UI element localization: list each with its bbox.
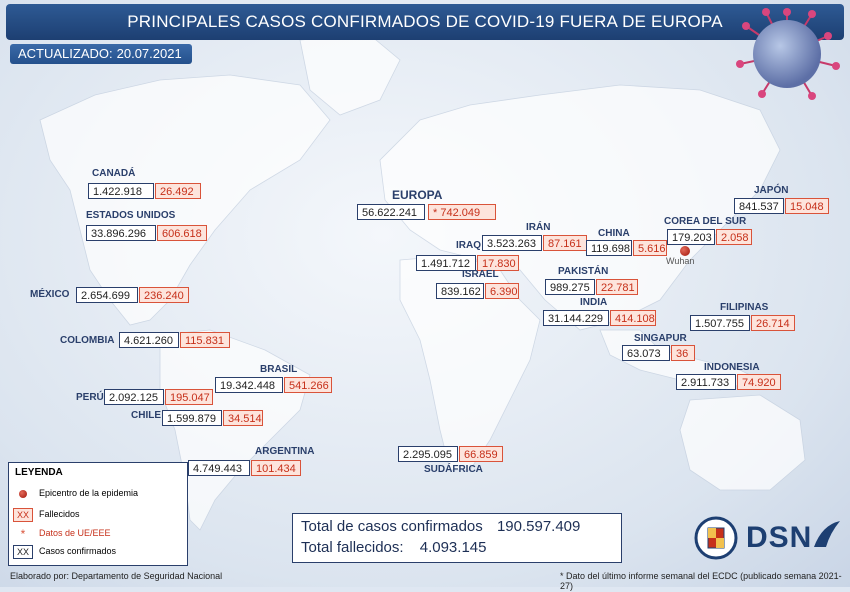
- label-singapur: SINGAPUR: [634, 333, 687, 344]
- north-america: [39, 74, 331, 326]
- label-canada: CANADÁ: [92, 168, 136, 179]
- legend-label-deaths: Fallecidos: [39, 509, 80, 519]
- filipinas-confirmed: 1.507.755: [690, 315, 750, 331]
- chile-deaths: 34.514: [223, 410, 263, 426]
- label-chile: CHILE: [131, 410, 161, 421]
- india-confirmed: 31.144.229: [543, 310, 609, 326]
- israel-deaths: 6.390: [485, 283, 519, 299]
- corea-deaths: 2.058: [716, 229, 752, 245]
- iraq-deaths: 17.830: [477, 255, 519, 271]
- label-corea: COREA DEL SUR: [664, 216, 747, 227]
- pakistan-confirmed: 989.275: [545, 279, 595, 295]
- coat-of-arms-icon: [694, 516, 738, 560]
- label-india: INDIA: [580, 297, 608, 308]
- argentina-confirmed: 4.749.443: [188, 460, 250, 476]
- israel-confirmed: 839.162: [436, 283, 484, 299]
- updated-date: 20.07.2021: [116, 46, 182, 61]
- india-deaths: 414.108: [610, 310, 656, 326]
- chile-confirmed: 1.599.879: [162, 410, 222, 426]
- colombia-deaths: 115.831: [180, 332, 230, 348]
- label-colombia: COLOMBIA: [60, 335, 115, 346]
- confirmed-box-icon: XX: [13, 545, 33, 559]
- updated-badge: ACTUALIZADO: 20.07.2021: [10, 44, 192, 64]
- asterisk-icon: *: [20, 527, 26, 541]
- label-iraq: IRAQ: [456, 240, 481, 251]
- label-usa: ESTADOS UNIDOS: [86, 210, 176, 221]
- total-confirmed-label: Total de casos confirmados: [301, 518, 483, 535]
- usa-deaths: 606.618: [157, 225, 207, 241]
- argentina-deaths: 101.434: [251, 460, 301, 476]
- canada-deaths: 26.492: [155, 183, 201, 199]
- sudafrica-confirmed: 2.295.095: [398, 446, 458, 462]
- label-filipinas: FILIPINAS: [720, 302, 769, 313]
- wuhan-label: Wuhan: [666, 256, 695, 266]
- china-confirmed: 119.698: [586, 240, 632, 256]
- mexico-deaths: 236.240: [139, 287, 189, 303]
- singapur-deaths: 36: [671, 345, 695, 361]
- footer-credit: Elaborado por: Departamento de Seguridad…: [10, 571, 223, 581]
- label-israel: ISRAEL: [462, 269, 499, 280]
- africa: [399, 254, 541, 471]
- sudafrica-deaths: 66.859: [459, 446, 503, 462]
- label-pakistan: PAKISTÁN: [558, 266, 609, 277]
- legend-label-epicenter: Epicentro de la epidemia: [39, 488, 139, 498]
- australia: [679, 394, 806, 491]
- peru-confirmed: 2.092.125: [104, 389, 164, 405]
- label-mexico: MÉXICO: [30, 289, 70, 300]
- total-deaths-label: Total fallecidos:: [301, 539, 404, 556]
- filipinas-deaths: 26.714: [751, 315, 795, 331]
- totals-panel: Total de casos confirmados 190.597.409 T…: [292, 513, 622, 563]
- iran-confirmed: 3.523.263: [482, 235, 542, 251]
- pakistan-deaths: 22.781: [596, 279, 638, 295]
- logo-text: DSN: [746, 521, 813, 554]
- updated-label: ACTUALIZADO:: [18, 46, 113, 61]
- indonesia-confirmed: 2.911.733: [676, 374, 736, 390]
- singapur-confirmed: 63.073: [622, 345, 670, 361]
- iraq-confirmed: 1.491.712: [416, 255, 476, 271]
- legend-label-ue: Datos de UE/EEE: [39, 528, 111, 538]
- label-china: CHINA: [598, 228, 630, 239]
- eurasia: [379, 84, 781, 331]
- title-bar: PRINCIPALES CASOS CONFIRMADOS DE COVID-1…: [6, 4, 844, 40]
- japon-deaths: 15.048: [785, 198, 829, 214]
- total-deaths-row: Total fallecidos: 4.093.145: [301, 539, 486, 556]
- page-title: PRINCIPALES CASOS CONFIRMADOS DE COVID-1…: [127, 12, 723, 31]
- label-indonesia: INDONESIA: [704, 362, 760, 373]
- total-confirmed-row: Total de casos confirmados 190.597.409: [301, 518, 580, 535]
- label-europa: EUROPA: [392, 188, 443, 202]
- epicenter-marker: [680, 246, 690, 256]
- peru-deaths: 195.047: [165, 389, 213, 405]
- iran-deaths: 87.161: [543, 235, 587, 251]
- europa-deaths: * 742.049: [428, 204, 496, 220]
- colombia-confirmed: 4.621.260: [119, 332, 179, 348]
- label-peru: PERÚ: [76, 392, 104, 403]
- coronavirus-icon: [736, 8, 840, 100]
- china-deaths: 5.616: [633, 240, 667, 256]
- epicenter-dot-icon: [13, 487, 33, 501]
- label-sudafrica: SUDÁFRICA: [424, 464, 483, 475]
- brasil-confirmed: 19.342.448: [215, 377, 283, 393]
- total-deaths-value: 4.093.145: [419, 539, 487, 556]
- brasil-deaths: 541.266: [284, 377, 332, 393]
- label-iran: IRÁN: [526, 222, 551, 233]
- logo-swoosh-icon: [814, 521, 840, 547]
- mexico-confirmed: 2.654.699: [76, 287, 138, 303]
- total-confirmed-value: 190.597.409: [496, 518, 581, 535]
- deaths-box-icon: XX: [13, 508, 33, 522]
- legend-title: LEYENDA: [15, 467, 63, 478]
- label-japon: JAPÓN: [754, 185, 789, 196]
- footer-note: * Dato del último informe semanal del EC…: [560, 571, 842, 591]
- legend: LEYENDA Epicentro de la epidemia XX Fall…: [8, 462, 188, 566]
- japon-confirmed: 841.537: [734, 198, 784, 214]
- label-argentina: ARGENTINA: [255, 446, 315, 457]
- label-brasil: BRASIL: [260, 364, 298, 375]
- europa-confirmed: 56.622.241: [357, 204, 425, 220]
- usa-confirmed: 33.896.296: [86, 225, 156, 241]
- dsn-logo: DSN: [694, 513, 844, 563]
- legend-label-confirmed: Casos confirmados: [39, 546, 117, 556]
- indonesia-deaths: 74.920: [737, 374, 781, 390]
- canada-confirmed: 1.422.918: [88, 183, 154, 199]
- corea-confirmed: 179.203: [667, 229, 715, 245]
